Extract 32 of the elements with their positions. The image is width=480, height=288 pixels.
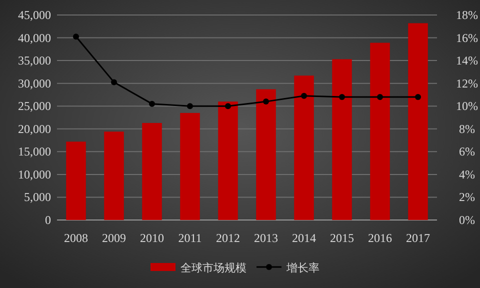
- y-tick-label: 20,000: [18, 122, 51, 136]
- y2-tick-label: 0%: [459, 213, 475, 227]
- y-tick-label: 45,000: [18, 8, 51, 22]
- x-tick-label: 2012: [216, 231, 240, 245]
- x-tick-label: 2008: [64, 231, 88, 245]
- y-tick-label: 30,000: [18, 76, 51, 90]
- y2-tick-label: 8%: [459, 122, 475, 136]
- x-tick-label: 2010: [140, 231, 164, 245]
- x-tick-label: 2016: [368, 231, 392, 245]
- x-tick-label: 2015: [330, 231, 354, 245]
- x-tick-label: 2014: [292, 231, 316, 245]
- x-tick-label: 2013: [254, 231, 278, 245]
- y2-tick-label: 10%: [456, 99, 478, 114]
- y-tick-label: 10,000: [18, 167, 51, 182]
- y2-tick-label: 12%: [456, 76, 478, 90]
- y-tick-label: 35,000: [18, 54, 51, 68]
- x-tick-label: 2009: [102, 231, 126, 245]
- y2-tick-label: 2%: [459, 190, 475, 204]
- x-tick-label: 2017: [406, 231, 430, 245]
- y2-tick-label: 14%: [456, 54, 478, 68]
- y-tick-label: 15,000: [18, 144, 51, 159]
- legend-label: 全球市场规模: [180, 262, 246, 274]
- y2-tick-label: 4%: [459, 167, 475, 182]
- y2-tick-label: 6%: [459, 144, 475, 159]
- legend-label: 增长率: [286, 262, 320, 274]
- y-tick-label: 40,000: [18, 30, 51, 45]
- y-tick-label: 0: [45, 213, 51, 227]
- y-tick-label: 5,000: [24, 190, 51, 204]
- y-tick-label: 25,000: [18, 99, 51, 114]
- y2-tick-label: 18%: [456, 8, 478, 22]
- y2-tick-label: 16%: [456, 30, 478, 45]
- x-tick-label: 2011: [178, 231, 202, 245]
